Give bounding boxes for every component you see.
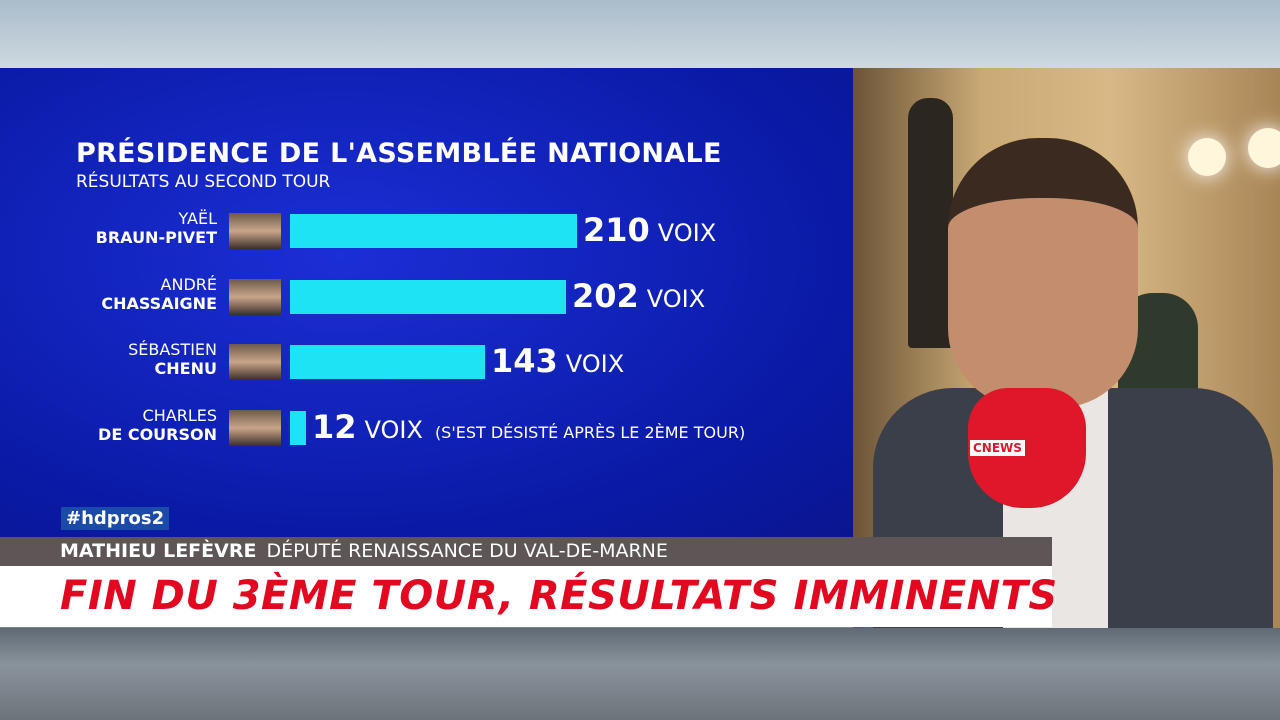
bar-value-label: 210 VOIX: [583, 211, 728, 249]
vote-count: 12: [312, 408, 357, 446]
unit-label: VOIX: [364, 416, 423, 444]
background-top: [0, 0, 1280, 68]
bar-value-label: 202 VOIX: [572, 277, 717, 315]
candidate-first-name: SÉBASTIEN: [128, 340, 217, 359]
chandelier: [1188, 138, 1226, 176]
vote-count: 202: [572, 277, 639, 315]
reporter-head: [948, 138, 1138, 408]
chart-subtitle: RÉSULTATS AU SECOND TOUR: [76, 172, 331, 192]
mic-logo: CNEWS: [970, 440, 1025, 456]
candidate-first-name: ANDRÉ: [160, 275, 217, 294]
bar: [290, 214, 577, 248]
candidate-last-name: CHASSAIGNE: [101, 294, 217, 313]
chart-title: PRÉSIDENCE DE L'ASSEMBLÉE NATIONALE: [76, 138, 722, 169]
candidate-first-name: YAËL: [178, 209, 218, 228]
unit-label: VOIX: [646, 285, 706, 313]
candidate-photo: [229, 410, 281, 446]
unit-label: VOIX: [565, 350, 625, 378]
live-video-feed: CNEWS: [853, 68, 1280, 628]
hashtag-badge: #hdpros2: [61, 507, 170, 530]
statue: [908, 98, 953, 348]
microphone: CNEWS: [968, 388, 1086, 508]
candidate-photo: [229, 279, 281, 315]
speaker-lower-third: MATHIEU LEFÈVRE DÉPUTÉ RENAISSANCE DU VAL…: [0, 537, 1052, 566]
candidate-last-name: CHENU: [154, 359, 217, 378]
candidate-photo: [229, 213, 281, 249]
candidate-photo: [229, 344, 281, 380]
speaker-title: DÉPUTÉ RENAISSANCE DU VAL-DE-MARNE: [266, 540, 668, 562]
bar: [290, 345, 485, 379]
candidate-last-name: BRAUN-PIVET: [95, 228, 217, 247]
vote-count: 143: [491, 342, 558, 380]
speaker-name: MATHIEU LEFÈVRE: [60, 540, 257, 562]
candidate-last-name: DE COURSON: [98, 425, 217, 444]
bar-value-label: 12 VOIX (S'EST DÉSISTÉ APRÈS LE 2ÈME TOUR): [312, 408, 745, 446]
unit-label: VOIX: [657, 219, 717, 247]
chandelier: [1248, 128, 1280, 168]
chart-row: CHARLES DE COURSON 12 VOIX (S'EST DÉSISTÉ …: [0, 406, 853, 450]
vote-count: 210: [583, 211, 650, 249]
chart-row: ANDRÉ CHASSAIGNE 202 VOIX: [0, 275, 853, 319]
candidate-first-name: CHARLES: [142, 406, 217, 425]
bar: [290, 280, 566, 314]
headline-banner: FIN DU 3ÈME TOUR, RÉSULTATS IMMINENTS: [0, 566, 1057, 627]
background-bottom: [0, 628, 1280, 720]
bar: [290, 411, 306, 445]
bar-value-label: 143 VOIX: [491, 342, 636, 380]
chart-row: YAËL BRAUN-PIVET 210 VOIX: [0, 209, 853, 253]
chart-row: SÉBASTIEN CHENU 143 VOIX: [0, 340, 853, 384]
note-label: (S'EST DÉSISTÉ APRÈS LE 2ÈME TOUR): [434, 423, 746, 442]
